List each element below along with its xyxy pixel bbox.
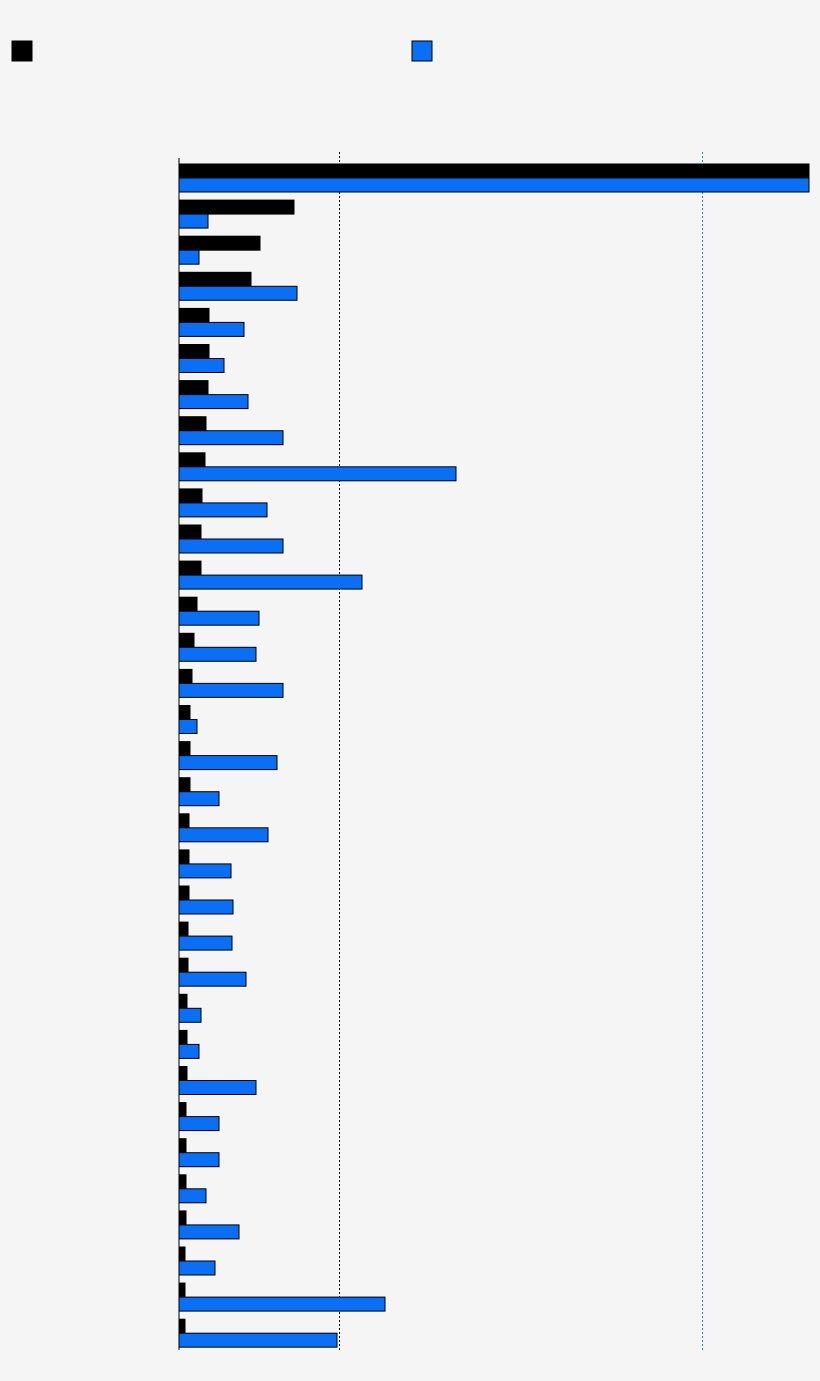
bar-series-1-row-11	[178, 524, 202, 540]
bar-series-2-row-10	[178, 502, 268, 518]
bar-series-2-row-20	[178, 863, 232, 879]
bar-series-1-row-23	[178, 957, 189, 973]
bar-series-1-row-3	[178, 235, 261, 251]
bar-series-2-row-4	[178, 285, 298, 301]
bar-series-2-row-17	[178, 755, 278, 771]
bar-series-2-row-6	[178, 358, 225, 373]
legend-swatch-2	[411, 40, 433, 62]
bar-series-2-row-23	[178, 971, 247, 987]
bar-series-1-row-25	[178, 1029, 188, 1045]
bar-series-2-row-12	[178, 574, 363, 590]
bar-series-1-row-2	[178, 199, 295, 215]
bar-series-2-row-26	[178, 1080, 257, 1095]
bar-series-1-row-20	[178, 849, 190, 865]
reference-lines	[339, 152, 703, 1350]
bar-series-1-row-33	[178, 1318, 186, 1334]
bar-series-2-row-28	[178, 1152, 220, 1168]
bar-series-1-row-5	[178, 307, 210, 323]
bar-series-2-row-18	[178, 791, 220, 807]
bar-series-1-row-29	[178, 1174, 187, 1190]
bar-series-2-row-3	[178, 249, 200, 265]
legend	[11, 40, 433, 62]
bar-series-1-row-26	[178, 1066, 188, 1081]
bar-series-1-row-7	[178, 380, 209, 396]
bar-series-1-row-8	[178, 416, 207, 432]
bar-series-1-row-15	[178, 668, 193, 684]
bar-series-2-row-21	[178, 899, 234, 915]
bar-series-2-row-9	[178, 466, 457, 482]
bar-series-2-row-31	[178, 1260, 216, 1276]
bar-series-2-row-33	[178, 1332, 338, 1348]
bar-series-1-row-24	[178, 993, 188, 1009]
bar-series-1-row-9	[178, 452, 206, 468]
bar-series-2-row-30	[178, 1224, 240, 1240]
bar-series-2-row-22	[178, 935, 233, 951]
bar-series-2-row-25	[178, 1043, 200, 1059]
bar-series-2-row-2	[178, 213, 209, 229]
bar-series-1-row-27	[178, 1102, 187, 1118]
bar-series-1-row-32	[178, 1282, 186, 1298]
bar-series-2-row-19	[178, 827, 269, 843]
bar-series-2-row-14	[178, 646, 257, 662]
bar-series-1-row-21	[178, 885, 190, 901]
bar-series-1-row-10	[178, 488, 203, 504]
bar-series-1-row-4	[178, 271, 252, 287]
bar-series-1-row-31	[178, 1246, 186, 1262]
bar-series-1-row-14	[178, 632, 195, 648]
bar-series-2-row-11	[178, 538, 284, 554]
bar-series-2-row-24	[178, 1007, 202, 1023]
bar-series-2-row-32	[178, 1296, 386, 1312]
bar-series-1-row-22	[178, 921, 189, 937]
bar-series-2-row-29	[178, 1188, 207, 1204]
bar-series-1-row-13	[178, 596, 198, 612]
bar-series-1-row-28	[178, 1138, 187, 1154]
legend-swatch-1	[11, 40, 33, 62]
bar-series-2-row-5	[178, 321, 245, 337]
bar-series-1-row-6	[178, 344, 210, 359]
bar-series-1-row-19	[178, 813, 190, 829]
bar-series-1-row-30	[178, 1210, 187, 1226]
bar-series-1-row-17	[178, 741, 191, 757]
bar-series-2-row-7	[178, 394, 249, 410]
bar-series-2-row-16	[178, 719, 198, 734]
bar-series-1-row-18	[178, 777, 191, 793]
bar-series-1-row-1	[178, 163, 810, 179]
bars	[178, 163, 810, 1348]
bar-series-1-row-16	[178, 705, 191, 720]
bar-series-2-row-27	[178, 1116, 220, 1132]
bar-series-2-row-13	[178, 610, 260, 626]
bar-series-1-row-12	[178, 560, 202, 576]
bar-series-2-row-15	[178, 682, 284, 698]
bar-series-2-row-8	[178, 430, 284, 446]
bar-series-2-row-1	[178, 177, 810, 193]
